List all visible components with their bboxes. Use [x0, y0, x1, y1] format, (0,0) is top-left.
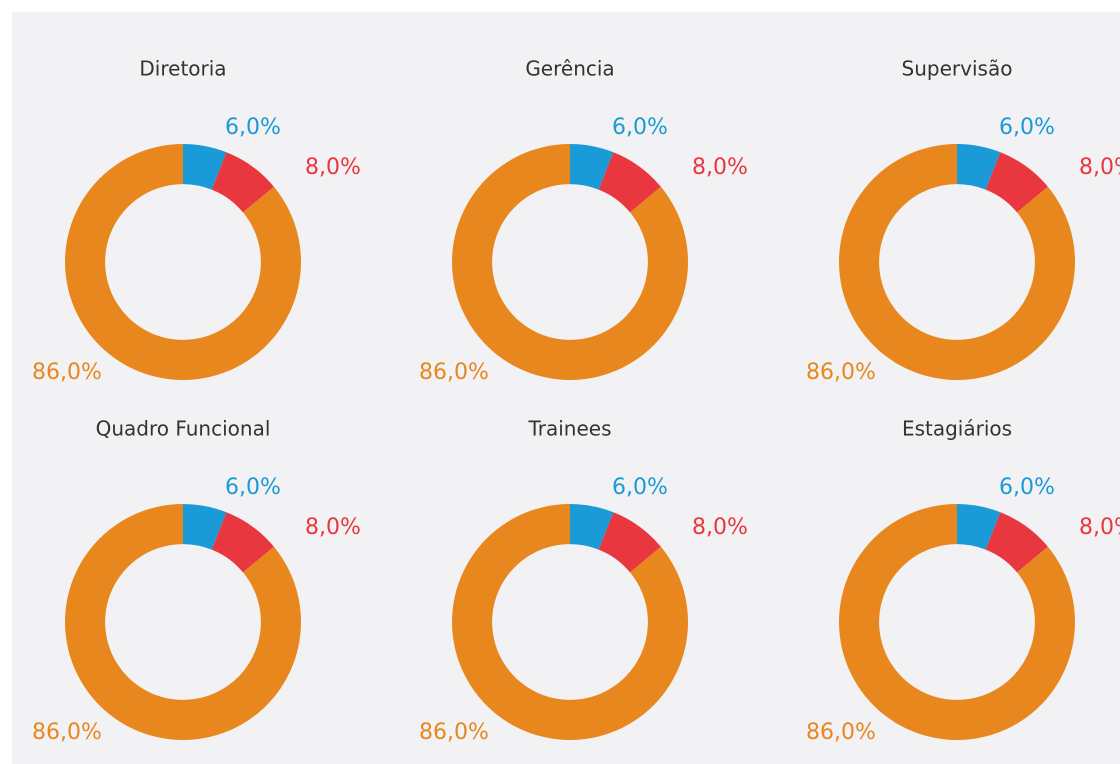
chart-title: Quadro Funcional [96, 417, 271, 441]
donut-segment [570, 144, 614, 190]
donut-segment [183, 504, 227, 550]
donut-segment [598, 512, 661, 573]
value-label: 6,0% [225, 115, 281, 140]
value-label: 8,0% [1079, 515, 1120, 540]
donut-segment [838, 144, 1075, 380]
chart-title: Diretoria [139, 57, 226, 81]
value-label: 8,0% [692, 515, 748, 540]
donut-segment [64, 504, 301, 740]
donut-segment [957, 504, 1001, 550]
donut-segment [985, 512, 1048, 573]
donut-segment [570, 504, 614, 550]
donut-segment [451, 144, 688, 380]
value-label: 6,0% [612, 475, 668, 500]
value-label: 6,0% [612, 115, 668, 140]
chart-title: Estagiários [902, 417, 1012, 441]
donut-segment [211, 152, 274, 213]
chart-title: Gerência [525, 57, 614, 81]
value-label: 86,0% [32, 720, 102, 745]
value-label: 8,0% [305, 155, 361, 180]
value-label: 8,0% [692, 155, 748, 180]
value-label: 86,0% [806, 720, 876, 745]
donut-segment [451, 504, 688, 740]
donut-segment [183, 144, 227, 190]
value-label: 86,0% [419, 720, 489, 745]
donut-segment [211, 512, 274, 573]
chart-title: Supervisão [902, 57, 1013, 81]
value-label: 8,0% [1079, 155, 1120, 180]
value-label: 86,0% [32, 360, 102, 385]
donut-segment [64, 144, 301, 380]
donut-segment [985, 152, 1048, 213]
value-label: 6,0% [999, 475, 1055, 500]
donut-segment [598, 152, 661, 213]
value-label: 86,0% [419, 360, 489, 385]
donut-segment [957, 144, 1001, 190]
value-label: 8,0% [305, 515, 361, 540]
donut-segment [839, 504, 1075, 740]
value-label: 6,0% [999, 115, 1055, 140]
panel [12, 12, 1120, 764]
value-label: 86,0% [806, 360, 876, 385]
chart-title: Trainees [527, 417, 611, 441]
value-label: 6,0% [225, 475, 281, 500]
